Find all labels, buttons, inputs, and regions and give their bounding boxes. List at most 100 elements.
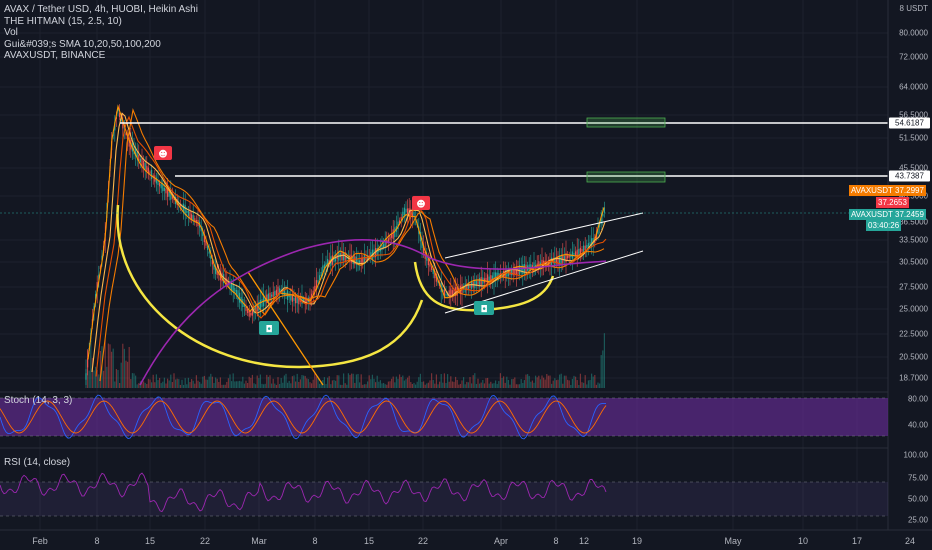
volume-bar	[320, 381, 322, 388]
volume-bar	[103, 370, 105, 388]
candle-body	[232, 284, 234, 293]
volume-bar	[423, 381, 425, 388]
volume-bar	[266, 374, 268, 388]
ma-200-line	[139, 239, 607, 386]
candle-body	[291, 294, 293, 302]
candle-body	[429, 263, 431, 267]
time-tick: 12	[578, 536, 590, 546]
candle-body	[576, 249, 578, 257]
candle-body	[189, 211, 191, 219]
volume-bar	[395, 376, 397, 388]
candle-body	[423, 245, 425, 254]
volume-bar	[453, 381, 455, 388]
candle-body	[157, 179, 159, 186]
target-box-2[interactable]	[586, 171, 666, 183]
price-unit-label[interactable]: 8 USDT	[899, 4, 928, 13]
buy-marker[interactable]: ◘	[474, 301, 494, 315]
volume-bar	[280, 378, 282, 388]
candle-body	[315, 280, 317, 290]
volume-bar	[215, 377, 217, 388]
volume-bar	[387, 381, 389, 388]
symbol-title[interactable]: AVAX / Tether USD, 4h, HUOBI, Heikin Ash…	[4, 4, 198, 15]
candle-body	[554, 257, 556, 266]
volume-bar	[407, 377, 409, 388]
svg-text:◘: ◘	[265, 325, 272, 335]
volume-bar	[141, 380, 143, 388]
candle-body	[250, 312, 252, 316]
target-box-1[interactable]	[586, 117, 666, 128]
volume-bar	[259, 374, 261, 388]
volume-bar	[330, 384, 332, 388]
channel-upper[interactable]	[444, 212, 644, 259]
volume-bar	[144, 382, 146, 388]
candle-body	[365, 256, 367, 261]
candle-body	[431, 266, 433, 270]
volume-bar	[506, 376, 508, 388]
volume-bar	[461, 380, 463, 388]
rsi-label[interactable]: RSI (14, close)	[4, 457, 71, 468]
chart-legend: AVAX / Tether USD, 4h, HUOBI, Heikin Ash…	[4, 4, 198, 62]
volume-bar	[546, 373, 548, 388]
volume-bar	[455, 376, 457, 388]
volume-bar	[530, 381, 532, 388]
volume-bar	[195, 375, 197, 388]
candle-body	[235, 289, 237, 295]
volume-bar	[155, 374, 157, 388]
volume-bar	[234, 381, 236, 388]
candle-body	[378, 249, 380, 253]
moving-average-line	[95, 115, 607, 377]
candle-body	[573, 252, 575, 256]
volume-bar	[397, 378, 399, 388]
candle-body	[413, 212, 415, 217]
indicator-sma[interactable]: Gui&#039;s SMA 10,20,50,100,200	[4, 38, 161, 50]
volume-bar	[96, 369, 98, 388]
volume-bar	[168, 380, 170, 388]
sell-marker[interactable]: ☻	[412, 196, 430, 210]
level-label-1[interactable]: 54.6187	[889, 117, 930, 129]
candle-body	[360, 257, 362, 265]
candle-body	[258, 301, 260, 311]
candle-body	[421, 238, 423, 248]
indicator-volume[interactable]: Vol	[4, 27, 18, 39]
volume-bar	[151, 382, 153, 388]
sell-marker[interactable]: ☻	[154, 146, 172, 160]
volume-bar	[424, 384, 426, 388]
candle-body	[600, 216, 602, 224]
cup-curve[interactable]	[116, 204, 424, 369]
candle-body	[245, 305, 247, 312]
candle-body	[389, 236, 391, 240]
candle-body	[575, 251, 577, 257]
volume-bar	[413, 382, 415, 388]
stoch-label[interactable]: Stoch (14, 3, 3)	[4, 395, 73, 406]
volume-bars	[85, 333, 605, 388]
buy-marker[interactable]: ◘	[259, 321, 279, 335]
volume-bar	[389, 381, 391, 388]
candle-body	[101, 255, 103, 261]
volume-bar	[603, 333, 605, 388]
level-label-2[interactable]: 43.7387	[889, 170, 930, 182]
orange-trendline[interactable]	[247, 271, 324, 386]
volume-bar	[95, 366, 97, 388]
volume-bar	[450, 376, 452, 388]
candle-body	[349, 254, 351, 263]
price-tick: 51.5000	[899, 133, 928, 143]
volume-bar	[402, 375, 404, 388]
time-tick: 10	[797, 536, 809, 546]
volume-bar	[248, 376, 250, 388]
candle-body	[296, 296, 298, 304]
volume-bar	[539, 379, 541, 388]
indicator-hitman[interactable]: THE HITMAN (15, 2.5, 10)	[4, 15, 122, 27]
volume-bar	[288, 380, 290, 388]
volume-bar	[298, 381, 300, 388]
candle-body	[213, 264, 215, 270]
candle-body	[443, 289, 445, 298]
volume-bar	[199, 381, 201, 388]
candle-body	[559, 255, 561, 265]
volume-bar	[211, 376, 213, 388]
indicator-compare[interactable]: AVAXUSDT, BINANCE	[4, 50, 106, 62]
candle-body	[474, 279, 476, 289]
volume-bar	[515, 384, 517, 388]
candle-body	[234, 287, 236, 292]
moving-average-line	[91, 112, 606, 373]
